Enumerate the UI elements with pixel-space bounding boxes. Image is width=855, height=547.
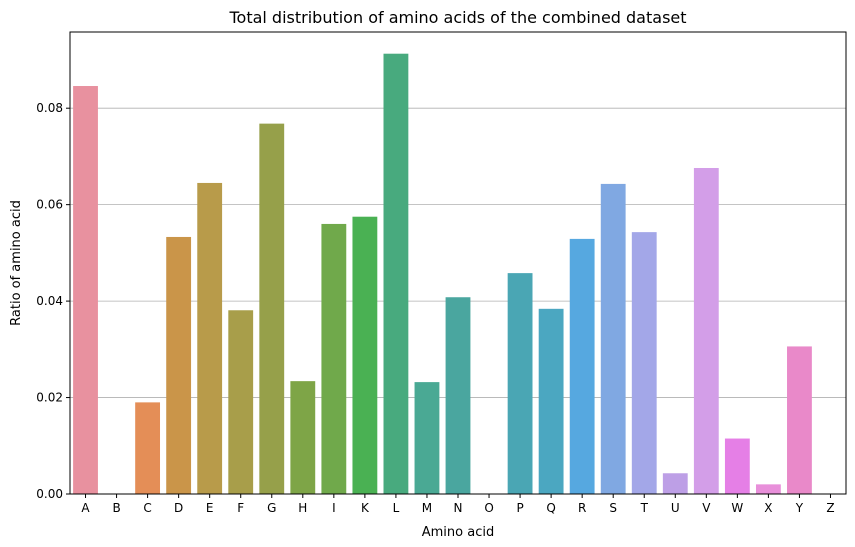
x-tick-label: G xyxy=(267,501,276,515)
bar-N xyxy=(445,297,471,494)
y-tick-label: 0.04 xyxy=(36,294,63,308)
bar-S xyxy=(600,183,626,495)
y-tick-label: 0.08 xyxy=(36,101,63,115)
bar-H xyxy=(290,381,316,494)
bar-X xyxy=(755,484,781,494)
x-tick-label: C xyxy=(143,501,151,515)
x-tick-label: U xyxy=(671,501,680,515)
y-axis-ticks: 0.00 0.02 0.04 0.06 0.08 xyxy=(36,101,70,501)
bar-W xyxy=(724,438,750,494)
x-tick-label: O xyxy=(484,501,493,515)
x-tick-label: V xyxy=(702,501,711,515)
x-tick-label: N xyxy=(454,501,463,515)
x-axis-label: Amino acid xyxy=(422,525,494,540)
bar-V xyxy=(693,167,719,494)
bar-D xyxy=(166,236,192,494)
bar-L xyxy=(383,53,409,494)
x-tick-label: W xyxy=(731,501,743,515)
bar-K xyxy=(352,216,378,494)
y-tick-label: 0.02 xyxy=(36,391,63,405)
bar-I xyxy=(321,223,347,494)
x-tick-label: M xyxy=(422,501,432,515)
x-tick-label: R xyxy=(578,501,586,515)
bar-T xyxy=(631,232,657,495)
bar-P xyxy=(507,273,533,494)
chart-title: Total distribution of amino acids of the… xyxy=(228,8,686,27)
bar-M xyxy=(414,382,440,494)
x-tick-label: Q xyxy=(546,501,555,515)
bars xyxy=(73,53,812,495)
x-tick-label: H xyxy=(298,501,307,515)
x-tick-label: Y xyxy=(795,501,804,515)
plot-frame xyxy=(69,31,847,495)
y-axis-label: Ratio of amino acid xyxy=(9,200,24,326)
x-tick-label: I xyxy=(332,501,336,515)
x-tick-label: F xyxy=(237,501,244,515)
bar-Q xyxy=(538,308,564,494)
bar-F xyxy=(228,310,254,494)
x-tick-label: T xyxy=(640,501,649,515)
y-tick-label: 0.06 xyxy=(36,198,63,212)
bar-A xyxy=(73,86,98,495)
x-tick-label: D xyxy=(174,501,183,515)
x-tick-label: K xyxy=(361,501,370,515)
x-tick-label: Z xyxy=(826,501,834,515)
x-tick-label: S xyxy=(609,501,617,515)
bar-U xyxy=(662,473,688,494)
x-tick-label: B xyxy=(112,501,120,515)
x-tick-label: L xyxy=(393,501,400,515)
bar-E xyxy=(197,182,223,494)
x-tick-label: X xyxy=(764,501,772,515)
x-tick-label: P xyxy=(516,501,523,515)
bar-C xyxy=(135,402,161,494)
x-tick-label: A xyxy=(81,501,90,515)
y-tick-label: 0.00 xyxy=(36,487,63,501)
bar-R xyxy=(569,238,595,494)
bar-Y xyxy=(787,346,812,494)
bar-G xyxy=(259,123,285,495)
x-tick-label: E xyxy=(206,501,214,515)
